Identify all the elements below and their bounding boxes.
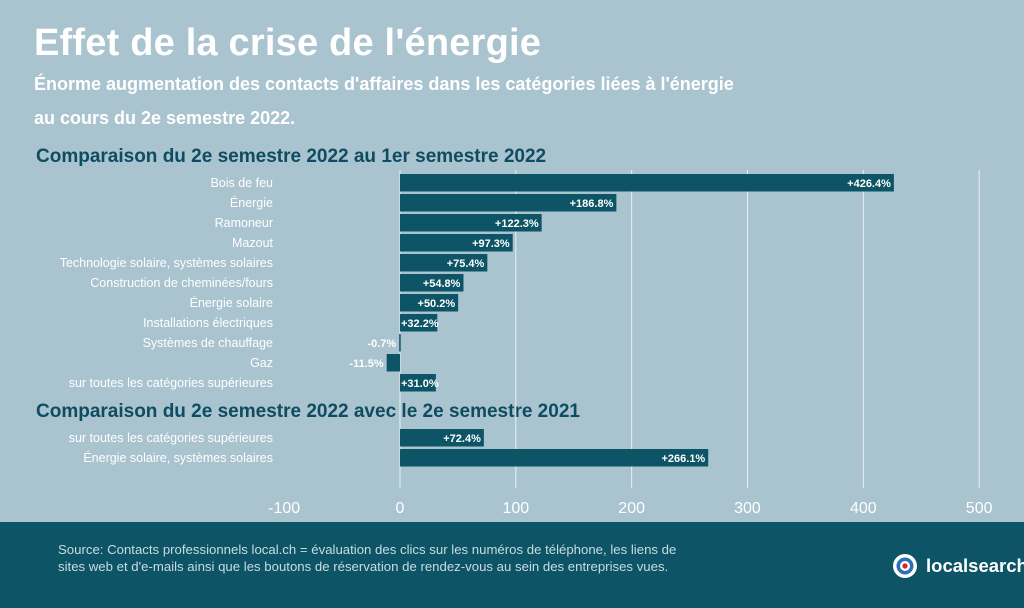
logo-text: localsearch	[926, 555, 1024, 576]
bar	[400, 274, 464, 292]
page-title: Effet de la crise de l'énergie	[34, 22, 542, 64]
bar	[400, 194, 617, 212]
bar	[400, 214, 542, 232]
bar	[399, 334, 401, 352]
bar	[386, 354, 400, 372]
category-label: Énergie solaire, systèmes solaires	[83, 450, 273, 465]
x-tick-label: 300	[734, 500, 761, 517]
category-label: sur toutes les catégories supérieures	[69, 431, 273, 445]
data-label: +186.8%	[570, 198, 614, 210]
x-tick-label: 200	[618, 500, 645, 517]
source-note: Source: Contacts professionnels local.ch…	[58, 542, 677, 574]
bar	[400, 254, 488, 272]
category-label: Construction de cheminées/fours	[90, 276, 273, 290]
data-label: +32.2%	[401, 318, 439, 330]
bar-chart: -100 0 100 200 300 400 500 Bois de feu +426.4% Én…	[60, 170, 993, 517]
x-tick-label: 400	[850, 500, 877, 517]
category-label: Mazout	[232, 236, 274, 250]
bar	[400, 294, 459, 312]
x-tick-label: 0	[396, 500, 405, 517]
x-tick-label: 100	[502, 500, 529, 517]
data-label: +72.4%	[443, 433, 481, 445]
category-label: Bois de feu	[210, 176, 273, 190]
data-label: +31.0%	[401, 378, 439, 390]
category-label: Énergie solaire	[190, 295, 273, 310]
bar	[400, 314, 438, 332]
bar	[400, 449, 709, 467]
section-title-h2-vs-h2: Comparaison du 2e semestre 2022 avec le …	[36, 401, 580, 422]
category-label: Technologie solaire, systèmes solaires	[60, 256, 273, 270]
data-label: +426.4%	[847, 178, 891, 190]
data-label: +97.3%	[472, 238, 510, 250]
section-title-h2-vs-h1: Comparaison du 2e semestre 2022 au 1er s…	[36, 146, 547, 167]
bar	[400, 234, 513, 252]
data-label: -11.5%	[349, 358, 383, 370]
bar	[400, 374, 436, 392]
data-label: +75.4%	[447, 258, 485, 270]
data-label: +54.8%	[423, 278, 461, 290]
data-label: -0.7%	[367, 338, 396, 350]
localsearch-logo-icon	[893, 554, 917, 578]
bar	[400, 429, 484, 447]
x-tick-label: 500	[966, 500, 993, 517]
category-label: Systèmes de chauffage	[143, 336, 273, 350]
subtitle-line-2: au cours du 2e semestre 2022.	[34, 108, 296, 128]
category-label: Énergie	[230, 195, 273, 210]
data-label: +50.2%	[418, 298, 456, 310]
footer: Source: Contacts professionnels local.ch…	[0, 522, 1024, 608]
category-label: Gaz	[250, 356, 273, 370]
data-label: +122.3%	[495, 218, 539, 230]
x-tick-label: -100	[268, 500, 300, 517]
subtitle-line-1: Énorme augmentation des contacts d'affai…	[34, 74, 734, 94]
bar	[400, 174, 894, 192]
category-label: Ramoneur	[215, 216, 273, 230]
category-label: sur toutes les catégories supérieures	[69, 376, 273, 390]
category-label: Installations électriques	[143, 316, 273, 330]
data-label: +266.1%	[661, 453, 705, 465]
